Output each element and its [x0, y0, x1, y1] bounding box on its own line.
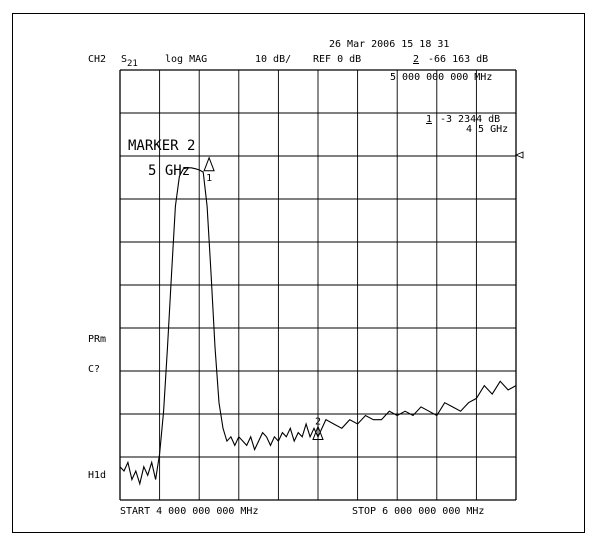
marker1-index: 1 — [426, 114, 432, 125]
marker2-index: 2 — [413, 54, 419, 65]
marker2-value: -66 163 dB — [428, 54, 488, 65]
markers: 12 — [203, 156, 324, 441]
trace-line — [119, 167, 517, 486]
marker-label-title: MARKER 2 — [128, 138, 195, 154]
param-base: S — [121, 54, 127, 65]
plot-grid — [119, 69, 524, 501]
stop-frequency: STOP 6 000 000 000 MHz — [352, 506, 484, 517]
marker-2-symbol — [312, 425, 324, 441]
param-sub: 21 — [127, 59, 138, 69]
marker-2-label: 2 — [315, 417, 321, 428]
reference-level-arrow — [514, 151, 524, 159]
marker-label-frequency: 5 GHz — [148, 163, 190, 179]
channel-label: CH2 — [88, 54, 106, 65]
date-time: 26 Mar 2006 15 18 31 — [329, 39, 449, 50]
side-label-hld: H1d — [88, 470, 106, 481]
plot-frame — [12, 13, 585, 533]
ref-label: REF 0 dB — [313, 54, 361, 65]
marker1-value: -3 2344 dB — [440, 114, 500, 125]
format-label: log MAG — [165, 54, 207, 65]
side-label-prm: PRm — [88, 334, 106, 345]
marker-frequency: 5 000 000 000 MHz — [390, 72, 492, 83]
side-label-cq: C? — [88, 364, 100, 375]
start-frequency: START 4 000 000 000 MHz — [120, 506, 258, 517]
marker-1-label: 1 — [206, 173, 212, 184]
marker-1-symbol — [203, 156, 215, 172]
marker1-frequency: 4 5 GHz — [466, 124, 508, 135]
scale-label: 10 dB/ — [255, 54, 291, 65]
trace — [119, 167, 517, 486]
